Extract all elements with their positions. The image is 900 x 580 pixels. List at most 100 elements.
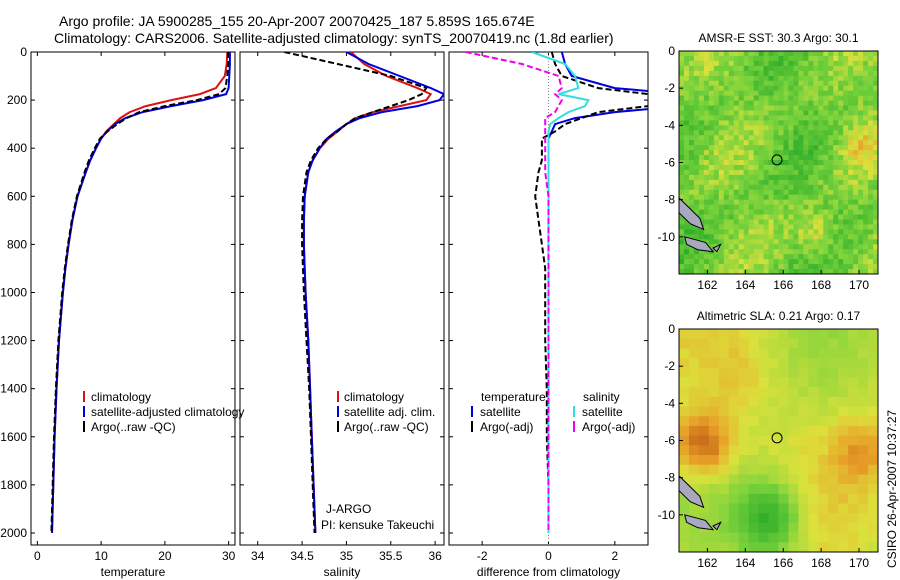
map-cell xyxy=(703,239,710,245)
map-cell xyxy=(788,425,799,437)
map-cell xyxy=(688,259,695,265)
map-cell xyxy=(828,329,839,340)
map-cell xyxy=(753,60,760,67)
island xyxy=(679,197,705,231)
map-cell xyxy=(683,194,690,201)
map-cell xyxy=(718,532,730,543)
y-tick-label: -10 xyxy=(658,508,676,522)
map-cell xyxy=(758,105,765,112)
map-cell xyxy=(858,425,869,437)
map-cell xyxy=(833,130,839,136)
map-cell xyxy=(718,55,725,62)
map-cell xyxy=(698,338,710,349)
map-cell xyxy=(728,145,735,151)
map-cell xyxy=(728,85,735,92)
map-cell xyxy=(733,140,740,146)
map-cell xyxy=(858,85,864,92)
map-cell xyxy=(803,105,809,112)
map-cell xyxy=(683,174,690,181)
map-cell xyxy=(833,189,839,196)
map-cell xyxy=(808,513,819,524)
map-cell xyxy=(833,194,839,201)
footer-stamp: CSIRO 26-Apr-2007 10:37:27 xyxy=(885,410,899,568)
map-cell xyxy=(679,513,690,524)
map-cell xyxy=(828,209,834,216)
map-cell xyxy=(679,174,685,181)
series-line-argo-raw-qc xyxy=(284,52,428,534)
map-cell xyxy=(813,269,819,274)
map-cell xyxy=(828,269,834,274)
map-cell xyxy=(823,100,829,107)
map-cell xyxy=(793,204,799,211)
map-title: Altimetric SLA: 0.21 Argo: 0.17 xyxy=(697,309,861,323)
map-cell xyxy=(858,484,869,495)
map-cell xyxy=(698,259,705,265)
map-cell xyxy=(708,80,715,87)
map-cell xyxy=(723,51,730,57)
map-cell xyxy=(763,80,770,87)
map-cell xyxy=(718,95,725,102)
map-cell xyxy=(743,51,750,57)
map-cell xyxy=(863,55,869,62)
map-cell xyxy=(828,264,834,270)
map-cell xyxy=(798,60,804,67)
map-cell xyxy=(848,95,854,102)
y-tick-label: 800 xyxy=(7,237,27,251)
map-cell xyxy=(808,150,814,156)
map-cell xyxy=(843,174,849,181)
map-cell xyxy=(718,522,730,534)
island xyxy=(684,236,715,253)
map-cell xyxy=(838,160,844,166)
map-cell xyxy=(693,85,700,92)
map-cell xyxy=(868,358,878,369)
map-cell xyxy=(798,244,804,250)
map-cell xyxy=(803,95,809,102)
map-cell xyxy=(698,155,705,161)
map-cell xyxy=(853,130,859,136)
map-cell xyxy=(833,179,839,186)
map-cell xyxy=(838,169,844,176)
map-cell xyxy=(833,239,839,245)
map-cell xyxy=(818,484,829,495)
map-cell xyxy=(758,264,765,270)
map-cell xyxy=(798,155,804,161)
map-cell xyxy=(868,55,874,62)
map-cell xyxy=(873,224,878,230)
map-cell xyxy=(738,532,750,543)
map-cell xyxy=(758,51,765,57)
map-cell xyxy=(743,234,750,240)
map-cell xyxy=(728,155,735,161)
map-cell xyxy=(853,105,859,112)
map-cell xyxy=(708,455,720,466)
map-cell xyxy=(768,164,775,171)
map-cell xyxy=(708,377,720,388)
map-cell xyxy=(778,120,785,126)
map-cell xyxy=(708,51,715,57)
map-cell xyxy=(843,234,849,240)
map-cell xyxy=(753,51,760,57)
map-cell xyxy=(778,100,785,107)
map-cell xyxy=(758,95,765,102)
map-cell xyxy=(868,435,878,446)
map-cell xyxy=(778,199,785,206)
map-cell xyxy=(733,229,740,235)
map-cell xyxy=(743,224,750,230)
map-cell xyxy=(788,219,795,226)
map-cell xyxy=(843,219,849,226)
map-cell xyxy=(808,100,814,107)
map-cell xyxy=(683,85,690,92)
map-cell xyxy=(708,110,715,117)
map-cell xyxy=(843,150,849,156)
map-cell xyxy=(803,169,809,176)
map-cell xyxy=(868,60,874,67)
map-cell xyxy=(793,110,799,117)
map-cell xyxy=(708,194,715,201)
map-cell xyxy=(868,259,874,265)
map-cell xyxy=(823,244,829,250)
map-cell xyxy=(703,259,710,265)
map-cell xyxy=(838,445,849,456)
map-cell xyxy=(738,120,745,126)
map-cell xyxy=(703,179,710,186)
map-cell xyxy=(783,169,790,176)
map-cell xyxy=(748,522,760,534)
